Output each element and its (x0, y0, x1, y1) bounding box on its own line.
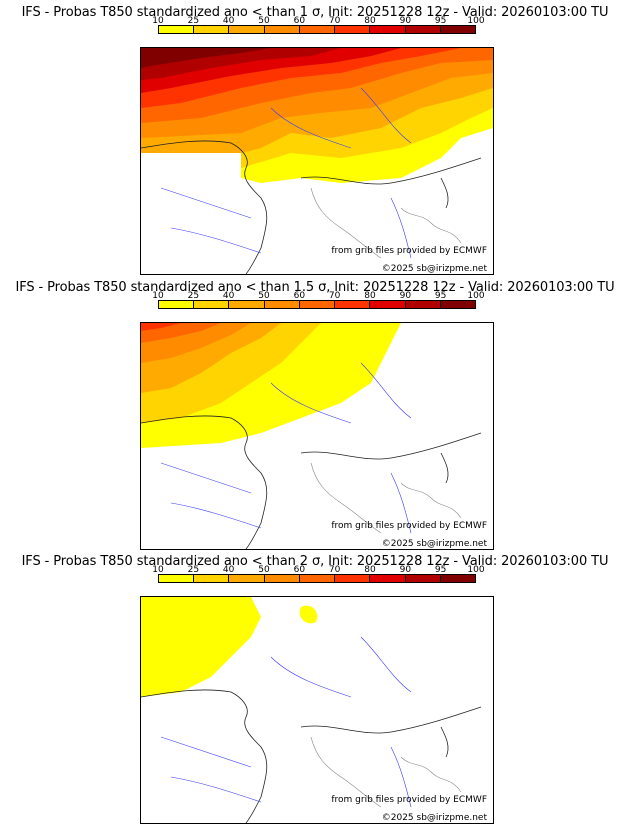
colorbar-tick-label: 10 (152, 16, 164, 26)
colorbar-segment (440, 301, 475, 308)
colorbar-tick-label: 40 (222, 565, 235, 575)
colorbar-tick-label: 40 (222, 291, 235, 301)
panel-title: IFS - Probas T850 standardized ano < tha… (21, 554, 609, 569)
colorbar-tick-label: 10 (152, 565, 164, 575)
colorbar-segment (335, 26, 371, 33)
colorbar-tick-label: 95 (434, 16, 447, 26)
colorbar-tick-label: 90 (399, 565, 412, 575)
data-source-credit: from grib files provided by ECMWF (331, 521, 487, 531)
colorbar-tick-label: 80 (364, 565, 376, 575)
colorbar-ticks: 10 25 40 50 60 70 80 90 95 100 (140, 291, 484, 301)
colorbar-segment (405, 301, 441, 308)
data-source-credit: from grib files provided by ECMWF (331, 246, 487, 256)
map-graphic (141, 48, 493, 274)
colorbar-segment (299, 575, 336, 582)
colorbar-tick-label: 100 (467, 565, 485, 575)
colorbar-segment (229, 575, 265, 582)
colorbar-tick-label: 70 (328, 291, 341, 301)
panel-title: IFS - Probas T850 standardized ano < tha… (15, 280, 615, 295)
copyright-credit: ©2025 sb@irizpme.net (381, 539, 487, 549)
probability-map: from grib files provided by ECMWF ©2025 … (140, 47, 494, 275)
panel-title: IFS - Probas T850 standardized ano < tha… (21, 5, 609, 20)
colorbar-segment (335, 301, 371, 308)
colorbar-segment (264, 26, 300, 33)
probability-map: from grib files provided by ECMWF ©2025 … (140, 596, 494, 824)
colorbar-segment (405, 26, 441, 33)
copyright-credit: ©2025 sb@irizpme.net (381, 264, 487, 274)
colorbar-tick-label: 60 (293, 16, 306, 26)
colorbar-tick-label: 100 (467, 291, 485, 301)
probability-map: from grib files provided by ECMWF ©2025 … (140, 322, 494, 550)
colorbar-tick-label: 70 (328, 16, 341, 26)
colorbar-tick-label: 95 (434, 291, 447, 301)
colorbar-segment (194, 26, 230, 33)
map-panel-1: IFS - Probas T850 standardized ano < tha… (0, 0, 630, 276)
colorbar-tick-label: 70 (328, 565, 341, 575)
colorbar-segment (159, 26, 195, 33)
copyright-credit: ©2025 sb@irizpme.net (381, 813, 487, 823)
map-panel-3: IFS - Probas T850 standardized ano < tha… (0, 549, 630, 825)
colorbar-segment (440, 575, 475, 582)
colorbar-tick-label: 50 (258, 565, 270, 575)
colorbar-segment (370, 575, 406, 582)
colorbar-segment (370, 301, 406, 308)
colorbar-segment (405, 575, 441, 582)
colorbar (158, 25, 476, 34)
colorbar-tick-label: 95 (434, 565, 447, 575)
colorbar-segment (229, 26, 265, 33)
map-panel-2: IFS - Probas T850 standardized ano < tha… (0, 275, 630, 551)
data-source-credit: from grib files provided by ECMWF (331, 795, 487, 805)
map-graphic (141, 323, 482, 549)
colorbar-ticks: 10 25 40 50 60 70 80 90 95 100 (140, 565, 484, 575)
colorbar-segment (440, 26, 475, 33)
colorbar-ticks: 10 25 40 50 60 70 80 90 95 100 (140, 16, 484, 26)
colorbar (158, 300, 476, 309)
colorbar-segment (194, 301, 230, 308)
colorbar-tick-label: 90 (399, 291, 412, 301)
colorbar-segment (299, 301, 336, 308)
colorbar-tick-label: 50 (258, 16, 270, 26)
colorbar-segment (159, 575, 195, 582)
colorbar-segment (335, 575, 371, 582)
colorbar-tick-label: 60 (293, 565, 306, 575)
colorbar-tick-label: 60 (293, 291, 306, 301)
colorbar-segment (159, 301, 195, 308)
colorbar-tick-label: 50 (258, 291, 270, 301)
colorbar (158, 574, 476, 583)
colorbar-segment (194, 575, 230, 582)
colorbar-tick-label: 90 (399, 16, 412, 26)
colorbar-segment (229, 301, 265, 308)
colorbar-tick-label: 10 (152, 291, 164, 301)
colorbar-segment (264, 301, 300, 308)
colorbar-tick-label: 80 (364, 16, 376, 26)
colorbar-segment (370, 26, 406, 33)
colorbar-tick-label: 40 (222, 16, 235, 26)
colorbar-tick-label: 25 (187, 565, 200, 575)
colorbar-tick-label: 25 (187, 291, 200, 301)
map-graphic (141, 597, 482, 823)
colorbar-segment (299, 26, 336, 33)
colorbar-tick-label: 25 (187, 16, 200, 26)
colorbar-tick-label: 80 (364, 291, 376, 301)
colorbar-segment (264, 575, 300, 582)
colorbar-tick-label: 100 (467, 16, 485, 26)
